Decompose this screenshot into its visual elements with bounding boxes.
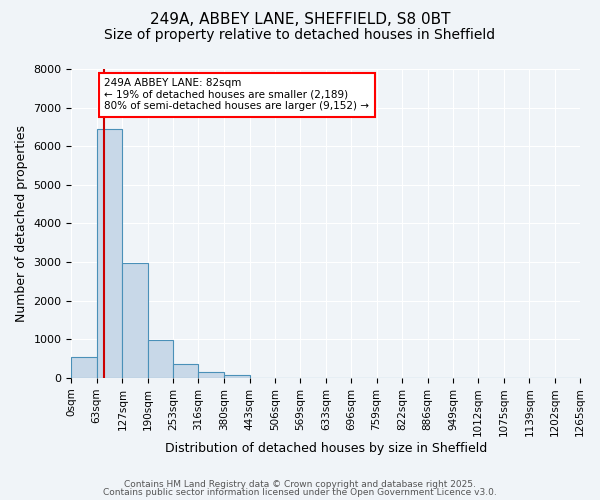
Bar bbox=[199, 372, 224, 378]
Bar bbox=[224, 376, 250, 378]
Text: Contains public sector information licensed under the Open Government Licence v3: Contains public sector information licen… bbox=[103, 488, 497, 497]
X-axis label: Distribution of detached houses by size in Sheffield: Distribution of detached houses by size … bbox=[164, 442, 487, 455]
Text: Size of property relative to detached houses in Sheffield: Size of property relative to detached ho… bbox=[104, 28, 496, 42]
Bar bbox=[173, 364, 199, 378]
Bar bbox=[71, 356, 97, 378]
Bar bbox=[122, 263, 148, 378]
Bar bbox=[148, 340, 173, 378]
Text: 249A ABBEY LANE: 82sqm
← 19% of detached houses are smaller (2,189)
80% of semi-: 249A ABBEY LANE: 82sqm ← 19% of detached… bbox=[104, 78, 370, 112]
Bar bbox=[97, 129, 122, 378]
Text: Contains HM Land Registry data © Crown copyright and database right 2025.: Contains HM Land Registry data © Crown c… bbox=[124, 480, 476, 489]
Text: 249A, ABBEY LANE, SHEFFIELD, S8 0BT: 249A, ABBEY LANE, SHEFFIELD, S8 0BT bbox=[150, 12, 450, 28]
Y-axis label: Number of detached properties: Number of detached properties bbox=[15, 125, 28, 322]
